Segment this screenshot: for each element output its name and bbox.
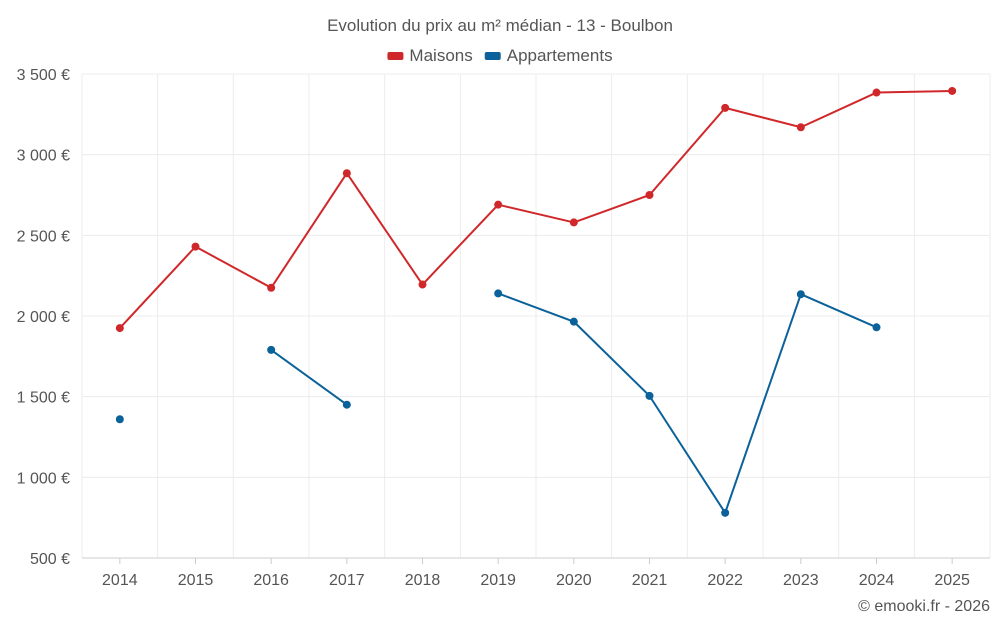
- legend[interactable]: Maisons Appartements: [387, 46, 613, 65]
- maisons-point[interactable]: [948, 86, 957, 95]
- maisons-point[interactable]: [872, 88, 881, 97]
- legend-item-maisons[interactable]: Maisons: [387, 46, 473, 65]
- y-tick-label: 1 000 €: [17, 470, 70, 487]
- y-tick-label: 2 000 €: [17, 309, 70, 326]
- axes: 500 € 1 000 € 1 500 € 2 000 € 2 500 € 3 000 €…: [17, 67, 990, 589]
- x-tick-label: 2022: [707, 572, 743, 589]
- y-tick-label: 2 500 €: [17, 228, 70, 245]
- chart-title: Evolution du prix au m² médian - 13 - Bo…: [327, 16, 673, 35]
- x-tick-label: 2021: [632, 572, 668, 589]
- x-tick-label: 2023: [783, 572, 819, 589]
- legend-item-appartements[interactable]: Appartements: [484, 46, 613, 65]
- x-tick-label: 2020: [556, 572, 592, 589]
- maisons-point[interactable]: [342, 169, 351, 178]
- maisons-point[interactable]: [796, 123, 805, 132]
- maisons-line: [119, 89, 953, 329]
- x-tick-label: 2016: [253, 572, 289, 589]
- appartements-point[interactable]: [796, 290, 805, 299]
- maisons-point[interactable]: [494, 200, 503, 209]
- maisons-point[interactable]: [115, 324, 124, 333]
- x-tick-label: 2014: [102, 572, 138, 589]
- x-tick-label: 2015: [178, 572, 214, 589]
- x-tick-label: 2019: [480, 572, 516, 589]
- appartements-point[interactable]: [872, 323, 881, 332]
- legend-label: Maisons: [409, 46, 472, 65]
- x-tick-label: 2024: [859, 572, 895, 589]
- appartements-point[interactable]: [569, 317, 578, 326]
- x-tick-label: 2018: [405, 572, 441, 589]
- series-maisons: [115, 86, 957, 333]
- appartements-point[interactable]: [267, 345, 276, 354]
- maisons-point[interactable]: [645, 191, 654, 199]
- y-tick-label: 1 500 €: [17, 390, 70, 407]
- series-appartements: [115, 289, 881, 517]
- grid: [81, 73, 991, 558]
- legend-label: Appartements: [507, 46, 613, 65]
- appartements-point[interactable]: [494, 289, 503, 298]
- series: [115, 86, 957, 517]
- appartements-line: [497, 292, 877, 514]
- legend-swatch: [387, 52, 404, 60]
- y-tick-label: 500 €: [30, 551, 70, 568]
- maisons-point[interactable]: [569, 218, 578, 227]
- maisons-point[interactable]: [721, 103, 730, 112]
- appartements-point[interactable]: [115, 415, 124, 424]
- x-tick-label: 2025: [934, 572, 970, 589]
- y-tick-label: 3 000 €: [17, 148, 70, 165]
- maisons-point[interactable]: [418, 280, 427, 289]
- maisons-point[interactable]: [267, 283, 276, 292]
- appartements-point[interactable]: [645, 391, 654, 400]
- maisons-point[interactable]: [191, 242, 200, 251]
- appartements-point[interactable]: [342, 400, 351, 409]
- credit-text: © emooki.fr - 2026: [858, 598, 990, 615]
- legend-swatch: [484, 52, 501, 60]
- y-tick-label: 3 500 €: [17, 67, 70, 84]
- appartements-point[interactable]: [721, 508, 730, 517]
- x-tick-label: 2017: [329, 572, 365, 589]
- appartements-line: [270, 349, 348, 406]
